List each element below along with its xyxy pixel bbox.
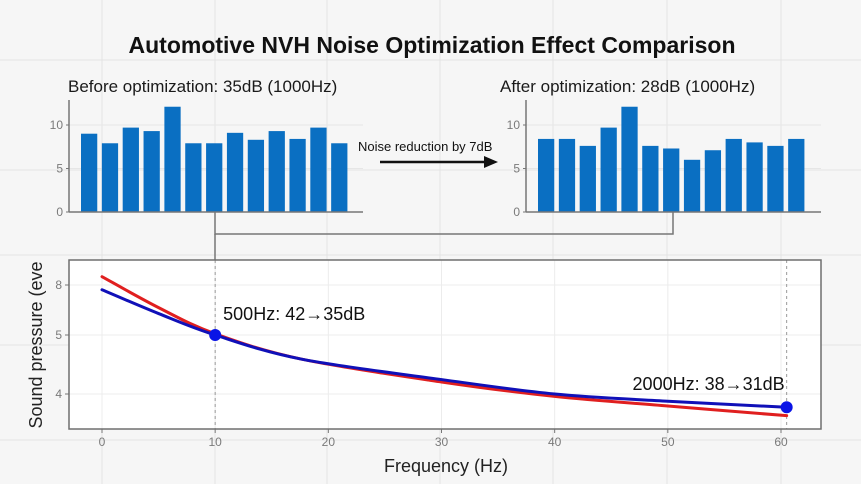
after-subtitle: After optimization: 28dB (1000Hz): [500, 77, 755, 96]
bar: [289, 138, 306, 212]
frequency-line-chart: 0 10 20 30 40 50 60 8 5 4 500Hz: 42→35dB 2000Hz: 38…: [55, 259, 822, 449]
y-tick-label: 10: [50, 118, 64, 132]
y-tick-label: 5: [55, 328, 62, 342]
bar: [226, 132, 244, 212]
after-bar-chart: 0 5 10: [507, 100, 821, 219]
series-line-before: [100, 275, 789, 418]
bar: [247, 139, 265, 212]
noise-reduction-label: Noise reduction by 7dB: [358, 139, 492, 154]
bar: [538, 138, 555, 212]
x-axis-label: Frequency (Hz): [384, 456, 508, 476]
x-tick-label: 10: [208, 435, 222, 449]
bar: [579, 145, 596, 212]
bar: [788, 138, 805, 212]
x-tick-label: 20: [322, 435, 336, 449]
y-tick-label: 5: [56, 162, 63, 176]
bar: [725, 138, 742, 212]
y-tick-label: 0: [513, 205, 520, 219]
data-point-marker: [780, 401, 793, 414]
bar: [101, 143, 119, 212]
bar: [268, 131, 285, 212]
bar: [164, 106, 181, 212]
bar: [122, 127, 139, 212]
bar: [767, 145, 784, 212]
bar: [704, 150, 722, 212]
x-tick-label: 60: [774, 435, 788, 449]
bar: [558, 138, 576, 212]
bar: [642, 145, 659, 212]
bar: [621, 106, 638, 212]
series-line-after: [100, 288, 789, 409]
x-tick-label: 40: [548, 435, 562, 449]
right-arrow-icon: [380, 156, 498, 168]
bar: [310, 127, 327, 212]
x-tick-label: 0: [99, 435, 106, 449]
bar: [185, 143, 202, 212]
y-axis-label: Sound pressure (eve: [26, 261, 46, 428]
x-tick-label: 50: [661, 435, 675, 449]
bar: [81, 133, 98, 212]
y-tick-label: 10: [507, 118, 521, 132]
y-tick-label: 4: [55, 387, 62, 401]
plot-area: [69, 260, 821, 429]
bar: [206, 143, 223, 212]
y-tick-label: 8: [55, 278, 62, 292]
y-tick-label: 5: [513, 162, 520, 176]
x-tick-label: 30: [435, 435, 449, 449]
bar: [331, 143, 348, 212]
bar: [663, 148, 680, 212]
before-bar-chart: 0 5 10: [50, 100, 363, 219]
marker-annotation: 500Hz: 42→35dB: [223, 304, 365, 324]
bar: [683, 159, 701, 212]
plot-frame: [68, 259, 822, 430]
y-tick-label: 0: [56, 205, 63, 219]
bar: [746, 142, 763, 212]
data-point-marker: [209, 329, 222, 341]
marker-annotation: 2000Hz: 38→31dB: [633, 374, 785, 394]
bar: [600, 127, 617, 212]
chart-title: Automotive NVH Noise Optimization Effect…: [129, 32, 736, 58]
bar: [143, 131, 160, 212]
connector-bracket: [214, 212, 674, 262]
before-subtitle: Before optimization: 35dB (1000Hz): [68, 77, 337, 96]
